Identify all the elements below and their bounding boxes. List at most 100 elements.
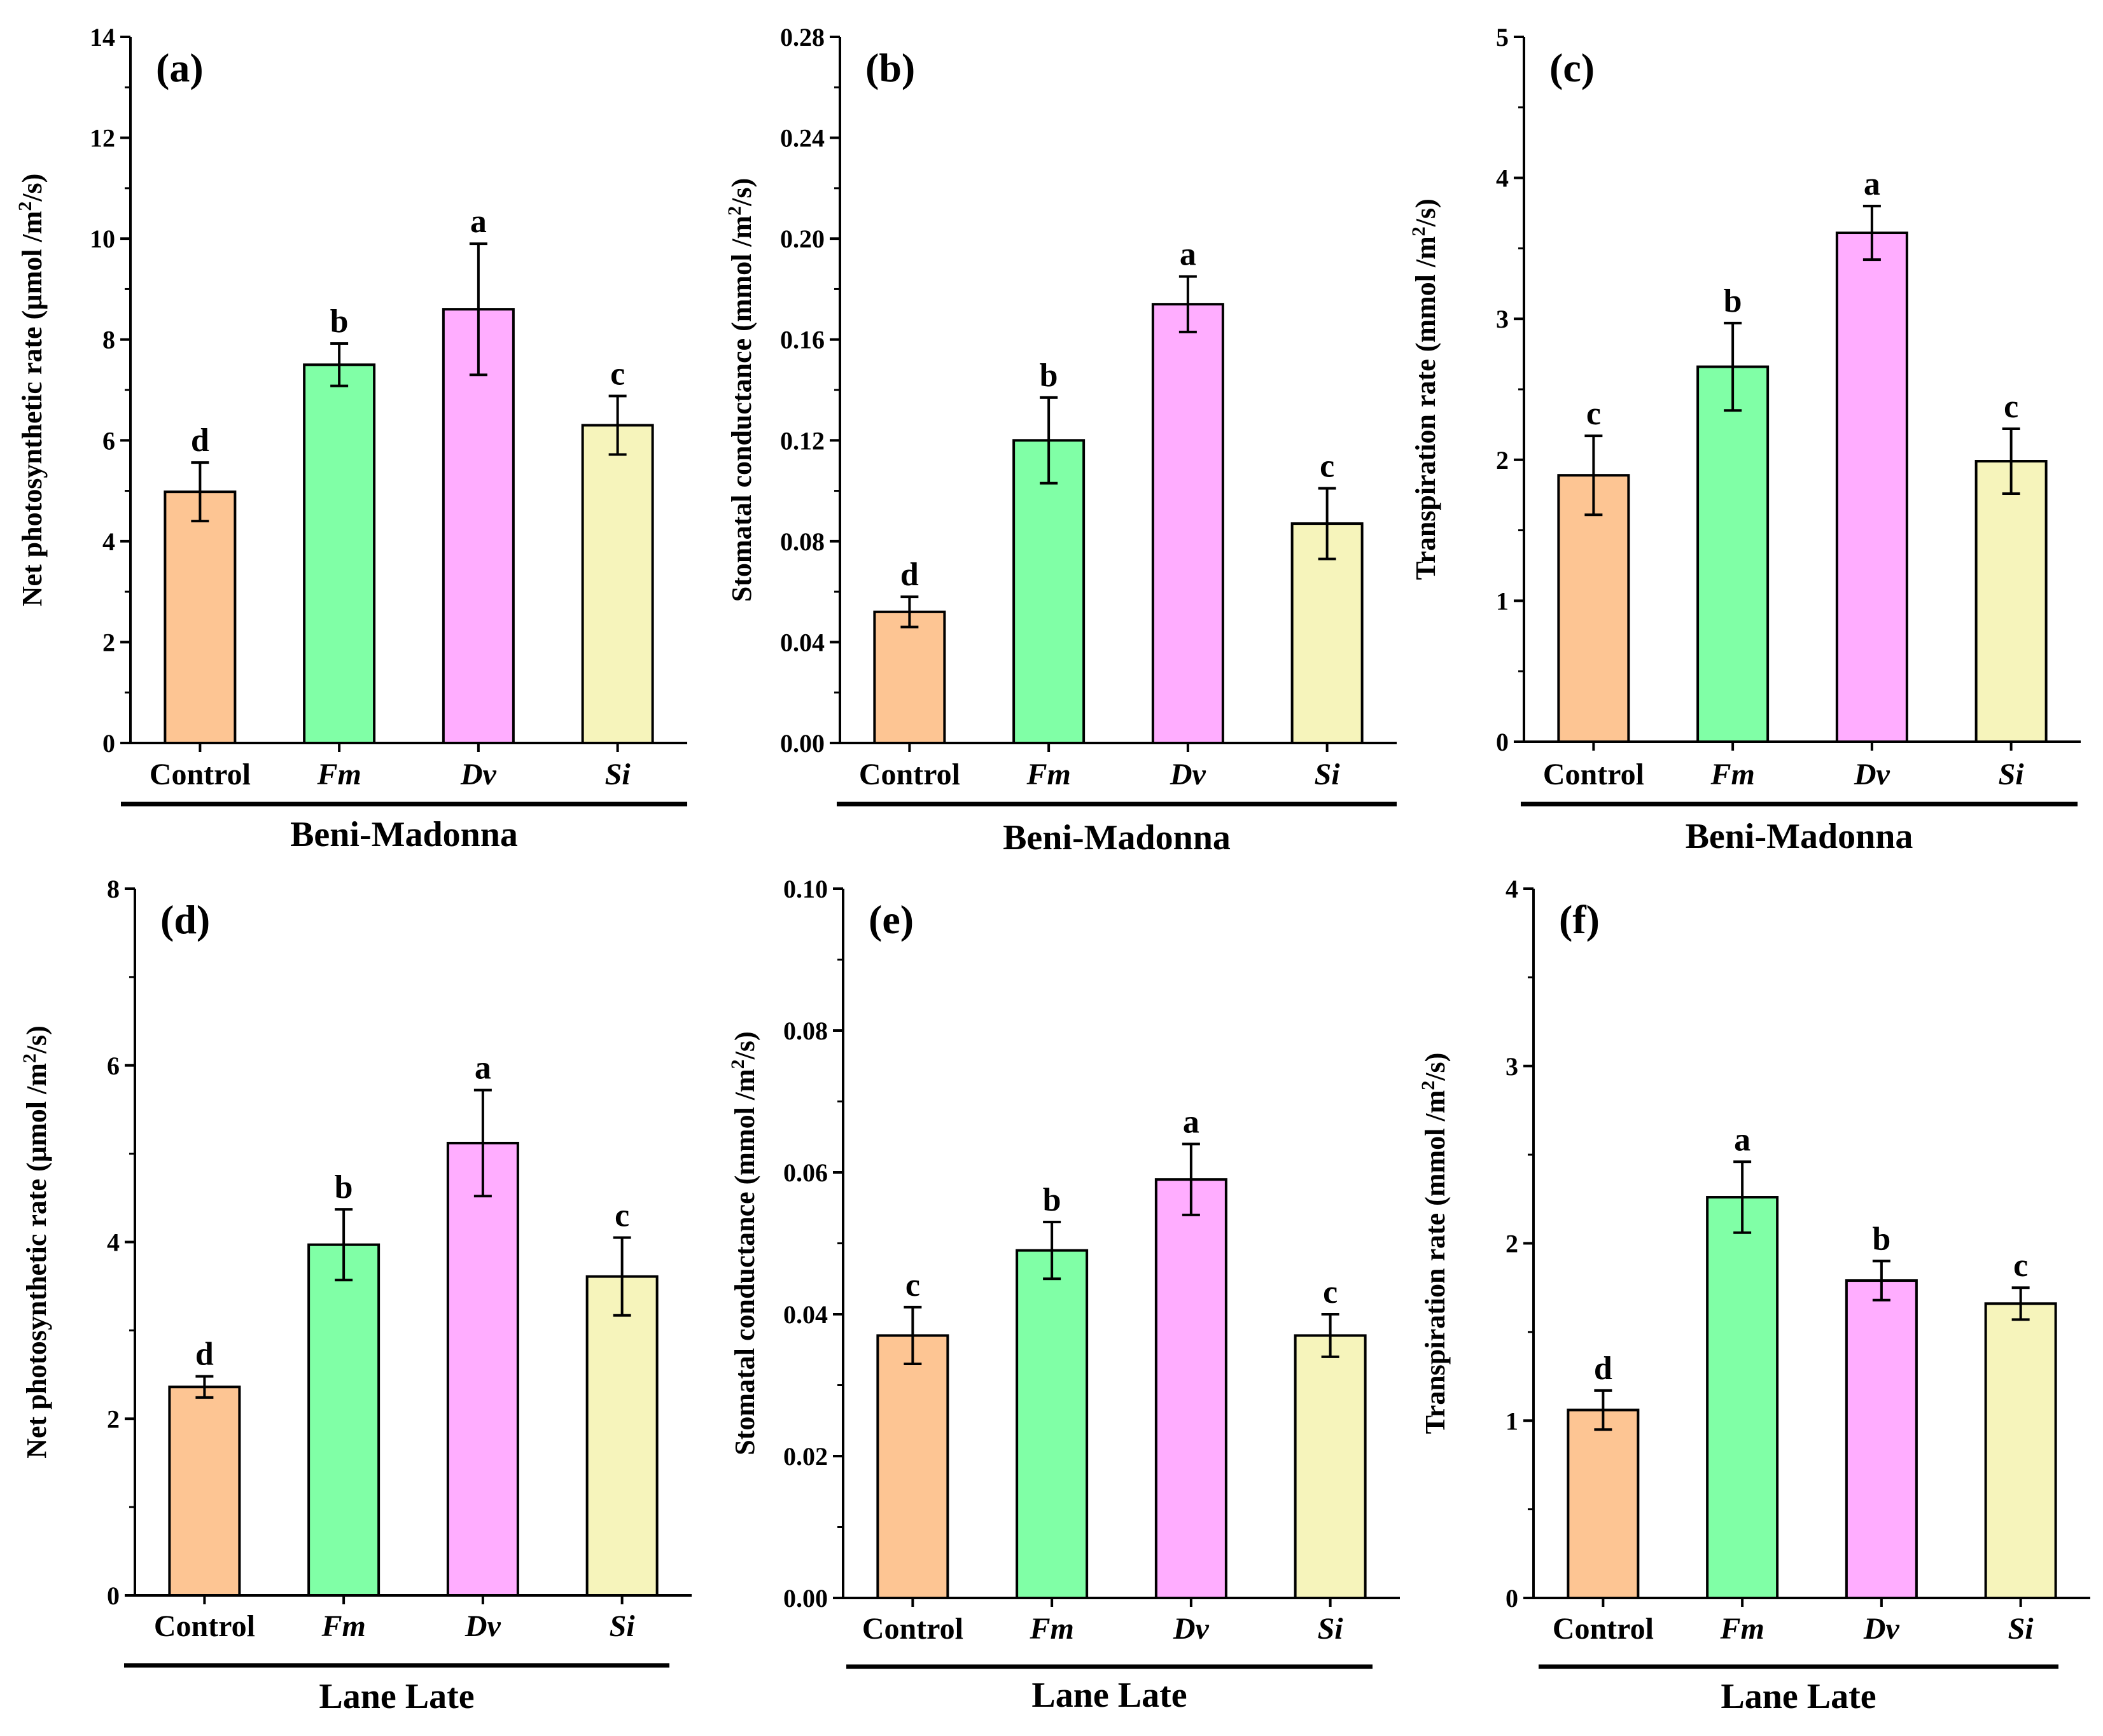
y-axis-title-main: Stomatal conductance (mmol /m [729,1069,760,1455]
significance-letter-si: c [1323,1274,1338,1310]
y-tick-label: 0.04 [783,1300,828,1329]
significance-letter-control: d [900,557,919,593]
y-tick-label: 4 [102,527,115,556]
y-tick-label: 0.20 [780,225,825,253]
bar-dv [446,1141,519,1597]
y-axis-title-end: /s) [729,1031,760,1060]
y-tick-label: 3 [1496,305,1509,333]
category-label-control: Control [150,758,251,791]
chart-panel-2: d Control b Fm a Dv c Si 0.00 0.04 0.08 0.12 0.16 0.2… [724,23,1397,858]
y-axis-title: Net photosynthetic rate (µmol /m2/s) [19,1025,52,1459]
y-tick-label: 5 [1496,23,1509,52]
bar-fm [1706,1196,1779,1599]
significance-letter-control: c [905,1267,920,1303]
bar-control [168,1385,241,1597]
y-tick-label: 0.10 [783,875,828,903]
bar-control [1557,474,1630,744]
y-tick-label: 8 [107,875,120,903]
y-axis-title-main: Net photosynthetic rate (µmol /m [21,1063,52,1459]
y-axis-title-end: /s) [1420,1053,1451,1081]
significance-letter-si: c [615,1198,629,1234]
category-label-control: Control [862,1612,963,1646]
y-tick-label: 0 [1506,1584,1518,1613]
significance-letter-dv: a [1183,1104,1199,1140]
category-label-si: Si [1318,1612,1344,1646]
category-label-control: Control [154,1609,255,1643]
y-tick-label: 8 [102,326,115,354]
y-tick-label: 10 [90,225,115,253]
y-tick-label: 0.28 [780,23,825,52]
y-axis-title-end: /s) [21,1025,52,1054]
y-axis-title-end: /s) [1410,198,1441,227]
panel-label: (d) [160,897,210,942]
y-tick-label: 0.08 [780,527,825,556]
bar-control [876,1334,949,1599]
significance-letter-dv: a [1180,237,1196,273]
y-tick-label: 14 [90,23,115,52]
y-tick-label: 0.16 [780,326,825,354]
y-axis-title-superscript: 2 [1418,1081,1439,1090]
y-axis-title-end: /s) [17,174,48,202]
bar-fm [303,363,376,744]
y-tick-label: 1 [1496,587,1509,615]
significance-letter-si: c [2013,1247,2028,1284]
y-axis-title-main: Net photosynthetic rate (µmol /m [17,211,48,607]
chart-panel-3: c Control b Fm a Dv c Si 0 1 2 3 4 5 Transpiration rat… [1408,23,2081,856]
bar-fm [1016,1249,1089,1599]
y-axis-title: Net photosynthetic rate (µmol /m2/s) [15,174,48,607]
significance-letter-control: d [195,1337,214,1373]
y-tick-label: 0.04 [780,628,825,656]
y-tick-label: 0.02 [783,1442,828,1471]
category-label-dv: Dv [465,1609,501,1643]
y-tick-label: 4 [1506,875,1518,903]
y-axis-title-superscript: 2 [727,1059,748,1069]
y-axis-title-main: Transpiration rate (mmol /m [1420,1090,1451,1434]
y-tick-label: 4 [107,1228,120,1257]
y-tick-label: 2 [1496,446,1509,475]
y-tick-label: 2 [102,628,115,656]
cultivar-label: Lane Late [1031,1676,1187,1715]
category-label-si: Si [605,758,631,791]
panel-label: (a) [156,45,204,90]
chart-panel-5: c Control b Fm a Dv c Si 0.00 0.02 0.04 0.06 0.08 0.1… [727,875,1400,1715]
bar-dv [1845,1279,1918,1599]
cultivar-label: Beni-Madonna [1003,818,1231,858]
significance-letter-control: d [1594,1351,1612,1387]
y-axis-title-end: /s) [726,178,757,207]
significance-letter-si: c [2004,389,2018,425]
category-label-dv: Dv [1170,758,1206,791]
y-tick-label: 0.08 [783,1017,828,1045]
cultivar-label: Lane Late [1721,1677,1876,1716]
y-tick-label: 2 [1506,1230,1518,1258]
significance-letter-dv: a [475,1050,491,1087]
panel-label: (b) [865,45,915,90]
y-tick-label: 0 [107,1581,120,1610]
y-tick-label: 0 [1496,728,1509,756]
category-label-si: Si [1999,758,2025,791]
significance-letter-fm: a [1734,1121,1750,1158]
y-tick-label: 6 [107,1052,120,1080]
category-label-control: Control [859,758,960,791]
significance-letter-fm: b [1724,283,1742,319]
bar-dv [1151,303,1224,744]
category-label-fm: Fm [1029,1612,1073,1646]
bar-dv [1154,1178,1227,1599]
y-axis-title: Stomatal conductance (mmol /m2/s) [727,1031,760,1455]
significance-letter-dv: a [470,204,487,240]
y-tick-label: 0.00 [783,1584,828,1613]
significance-letter-si: c [1320,448,1334,485]
category-label-dv: Dv [1854,758,1890,791]
category-label-fm: Fm [1719,1612,1764,1646]
y-tick-label: 2 [107,1405,120,1433]
category-label-dv: Dv [460,758,497,791]
chart-panel-4: d Control b Fm a Dv c Si 0 2 4 6 8 Net photosynthetic… [19,875,692,1716]
y-axis-title-main: Transpiration rate (mmol /m [1410,236,1441,580]
y-axis-title-superscript: 2 [724,206,745,216]
significance-letter-control: d [191,422,209,459]
category-label-dv: Dv [1173,1612,1210,1646]
panel-label: (f) [1559,897,1600,942]
cultivar-label: Lane Late [319,1677,474,1716]
bar-control [1567,1408,1640,1599]
y-tick-label: 0.00 [780,729,825,758]
